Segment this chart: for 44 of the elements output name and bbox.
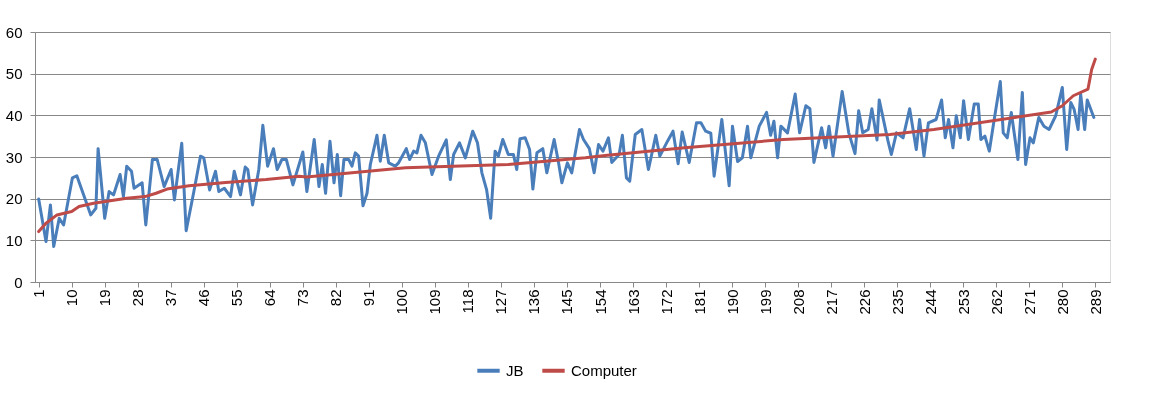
x-tick-label: 73 (294, 289, 312, 307)
x-tick-label: 199 (756, 289, 774, 315)
x-tick-label: 163 (624, 289, 642, 315)
x-tick-label: 280 (1053, 289, 1071, 315)
y-tick-label: 50 (5, 65, 23, 83)
x-tick-label: 262 (987, 289, 1005, 315)
x-tick-label: 172 (657, 289, 675, 315)
x-tick-label: 28 (129, 289, 147, 307)
y-tick-label: 10 (5, 231, 23, 249)
legend-label: JB (506, 361, 524, 379)
y-tick-label: 60 (5, 23, 23, 41)
x-tick-label: 19 (96, 289, 114, 307)
x-tick-label: 235 (888, 289, 906, 315)
y-tick-label: 0 (14, 273, 23, 291)
x-tick-label: 244 (921, 289, 939, 315)
x-tick-label: 91 (360, 289, 378, 307)
x-tick-label: 100 (393, 289, 411, 315)
y-tick-label: 30 (5, 148, 23, 166)
line-series (37, 80, 1096, 249)
x-tick-label: 181 (690, 289, 708, 315)
x-tick-label: 217 (822, 289, 840, 315)
legend-label: Computer (571, 361, 637, 379)
x-tick-label: 10 (63, 289, 81, 307)
x-tick-label: 55 (228, 289, 246, 307)
y-tick-label: 20 (5, 190, 23, 208)
x-tick-label: 64 (261, 289, 279, 307)
x-tick-label: 109 (426, 289, 444, 315)
x-tick-label: 145 (558, 289, 576, 315)
x-tick-label: 208 (789, 289, 807, 315)
y-tick-label: 40 (5, 106, 23, 124)
line-series (37, 57, 1097, 234)
x-tick-label: 82 (327, 289, 345, 307)
x-tick-label: 118 (459, 289, 477, 314)
x-tick-label: 226 (855, 289, 873, 315)
x-tick-label: 271 (1020, 289, 1038, 315)
x-tick-label: 136 (525, 289, 543, 315)
x-tick-label: 37 (162, 289, 180, 307)
x-tick-label: 154 (591, 289, 609, 315)
x-tick-label: 46 (195, 289, 213, 307)
x-tick-label: 190 (723, 289, 741, 315)
x-tick-label: 127 (492, 289, 510, 315)
x-tick-label: 253 (954, 289, 972, 315)
x-tick-label: 289 (1086, 289, 1104, 315)
x-tick-label: 1 (30, 289, 48, 298)
